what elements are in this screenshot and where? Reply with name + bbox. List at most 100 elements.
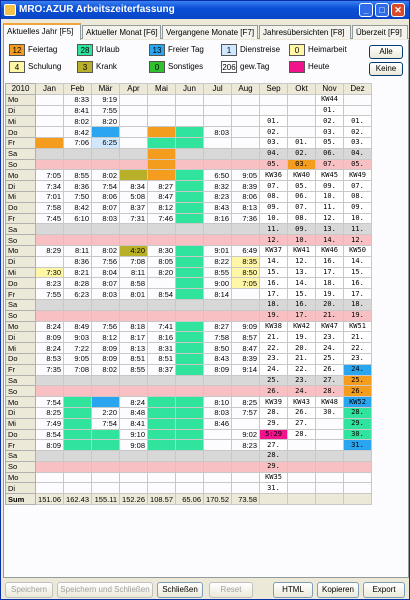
day-cell[interactable] (63, 406, 92, 419)
day-cell[interactable]: 8:23 (203, 190, 232, 203)
day-cell[interactable] (231, 234, 260, 246)
day-cell[interactable] (175, 115, 204, 128)
day-cell[interactable]: 8:02 (91, 244, 120, 257)
legend-item[interactable]: 28 Urlaub (77, 43, 147, 57)
day-cell[interactable]: KW46 (315, 244, 344, 257)
day-cell[interactable]: KW36 (259, 169, 288, 182)
day-cell[interactable]: 8:02 (91, 169, 120, 182)
day-cell[interactable]: 8:13 (231, 201, 260, 214)
day-cell[interactable]: 8:30 (147, 244, 176, 257)
day-cell[interactable] (175, 136, 204, 149)
day-cell[interactable] (175, 169, 204, 182)
day-cell[interactable]: 24. (343, 363, 372, 376)
day-cell[interactable]: KW35 (259, 471, 288, 484)
day-cell[interactable]: 05. (259, 158, 288, 171)
day-cell[interactable]: 25. (259, 374, 288, 387)
day-cell[interactable] (315, 439, 344, 452)
day-cell[interactable] (175, 417, 204, 430)
day-cell[interactable] (175, 428, 204, 441)
day-cell[interactable] (175, 93, 204, 106)
day-cell[interactable]: 9:14 (231, 363, 260, 376)
day-cell[interactable] (175, 180, 204, 192)
day-cell[interactable]: 25. (343, 374, 372, 387)
day-cell[interactable]: 8:14 (203, 288, 232, 300)
day-cell[interactable]: 23. (343, 352, 372, 365)
day-cell[interactable] (119, 460, 148, 473)
day-cell[interactable] (287, 482, 316, 495)
day-cell[interactable] (175, 309, 204, 322)
tab-aktuelles-jahr[interactable]: Aktuelles Jahr [F5] (3, 23, 81, 40)
day-cell[interactable]: KW42 (287, 320, 316, 333)
day-cell[interactable]: 25. (315, 352, 344, 365)
day-cell[interactable] (147, 406, 176, 419)
day-cell[interactable]: 11. (343, 223, 372, 236)
tab-jahresuebersichten[interactable]: Jahresübersichten [F8] (259, 25, 351, 39)
day-cell[interactable]: 8:20 (147, 266, 176, 279)
day-cell[interactable] (119, 115, 148, 128)
close-icon[interactable]: ✕ (391, 3, 405, 17)
day-cell[interactable] (35, 147, 64, 160)
day-cell[interactable]: 05. (287, 180, 316, 192)
day-cell[interactable]: 31. (259, 482, 288, 495)
day-cell[interactable]: 8:51 (119, 352, 148, 365)
month-header[interactable]: Jun (175, 83, 204, 95)
day-cell[interactable] (91, 460, 120, 473)
day-cell[interactable]: 8:41 (119, 417, 148, 430)
legend-item[interactable]: 0 Sonstiges (149, 60, 219, 74)
day-cell[interactable]: 9:10 (119, 428, 148, 441)
day-cell[interactable]: 23. (259, 352, 288, 365)
day-cell[interactable]: 06. (315, 147, 344, 160)
html-button[interactable]: HTML (273, 582, 313, 598)
day-cell[interactable] (119, 223, 148, 236)
day-cell[interactable]: 7:56 (91, 255, 120, 268)
day-cell[interactable]: 8:03 (203, 126, 232, 138)
day-cell[interactable] (63, 223, 92, 236)
day-cell[interactable]: 14. (343, 255, 372, 268)
day-cell[interactable] (203, 482, 232, 495)
day-cell[interactable]: 8:39 (231, 180, 260, 192)
day-cell[interactable]: 7:58 (35, 201, 64, 214)
day-cell[interactable]: 8:09 (91, 352, 120, 365)
day-cell[interactable]: 13. (287, 266, 316, 279)
day-cell[interactable]: 8:50 (231, 266, 260, 279)
day-cell[interactable] (119, 169, 148, 182)
legend-item[interactable]: Heute (289, 60, 359, 74)
day-cell[interactable] (147, 234, 176, 246)
day-cell[interactable] (35, 255, 64, 268)
day-cell[interactable]: 7:08 (119, 255, 148, 268)
day-cell[interactable] (203, 147, 232, 160)
day-cell[interactable] (175, 320, 204, 333)
day-cell[interactable] (119, 93, 148, 106)
day-cell[interactable]: 8:01 (119, 288, 148, 300)
day-cell[interactable]: 30. (343, 428, 372, 441)
day-cell[interactable]: 9:05 (63, 352, 92, 365)
day-cell[interactable] (147, 169, 176, 182)
day-cell[interactable] (203, 385, 232, 398)
day-cell[interactable] (287, 126, 316, 138)
day-cell[interactable]: 8:54 (147, 288, 176, 300)
day-cell[interactable]: 7:55 (91, 104, 120, 117)
day-cell[interactable]: 7:34 (35, 180, 64, 192)
day-cell[interactable]: 7:54 (91, 180, 120, 192)
day-cell[interactable]: 05. (343, 158, 372, 171)
day-cell[interactable] (147, 396, 176, 408)
month-header[interactable]: Mär (91, 83, 120, 95)
day-cell[interactable] (231, 126, 260, 138)
day-cell[interactable]: 8:06 (231, 190, 260, 203)
day-cell[interactable]: 22. (259, 342, 288, 354)
day-cell[interactable]: 8:55 (203, 266, 232, 279)
day-cell[interactable]: 27. (315, 374, 344, 387)
day-cell[interactable] (147, 417, 176, 430)
day-cell[interactable]: 13. (315, 223, 344, 236)
day-cell[interactable] (287, 104, 316, 117)
day-cell[interactable] (91, 396, 120, 408)
day-cell[interactable]: 7:22 (63, 342, 92, 354)
day-cell[interactable]: 8:25 (35, 406, 64, 419)
day-cell[interactable] (63, 374, 92, 387)
day-cell[interactable]: 10. (343, 212, 372, 225)
day-cell[interactable]: 15. (343, 266, 372, 279)
day-cell[interactable] (231, 309, 260, 322)
day-cell[interactable]: 14. (287, 277, 316, 290)
day-cell[interactable]: 21. (287, 352, 316, 365)
day-cell[interactable] (231, 450, 260, 462)
